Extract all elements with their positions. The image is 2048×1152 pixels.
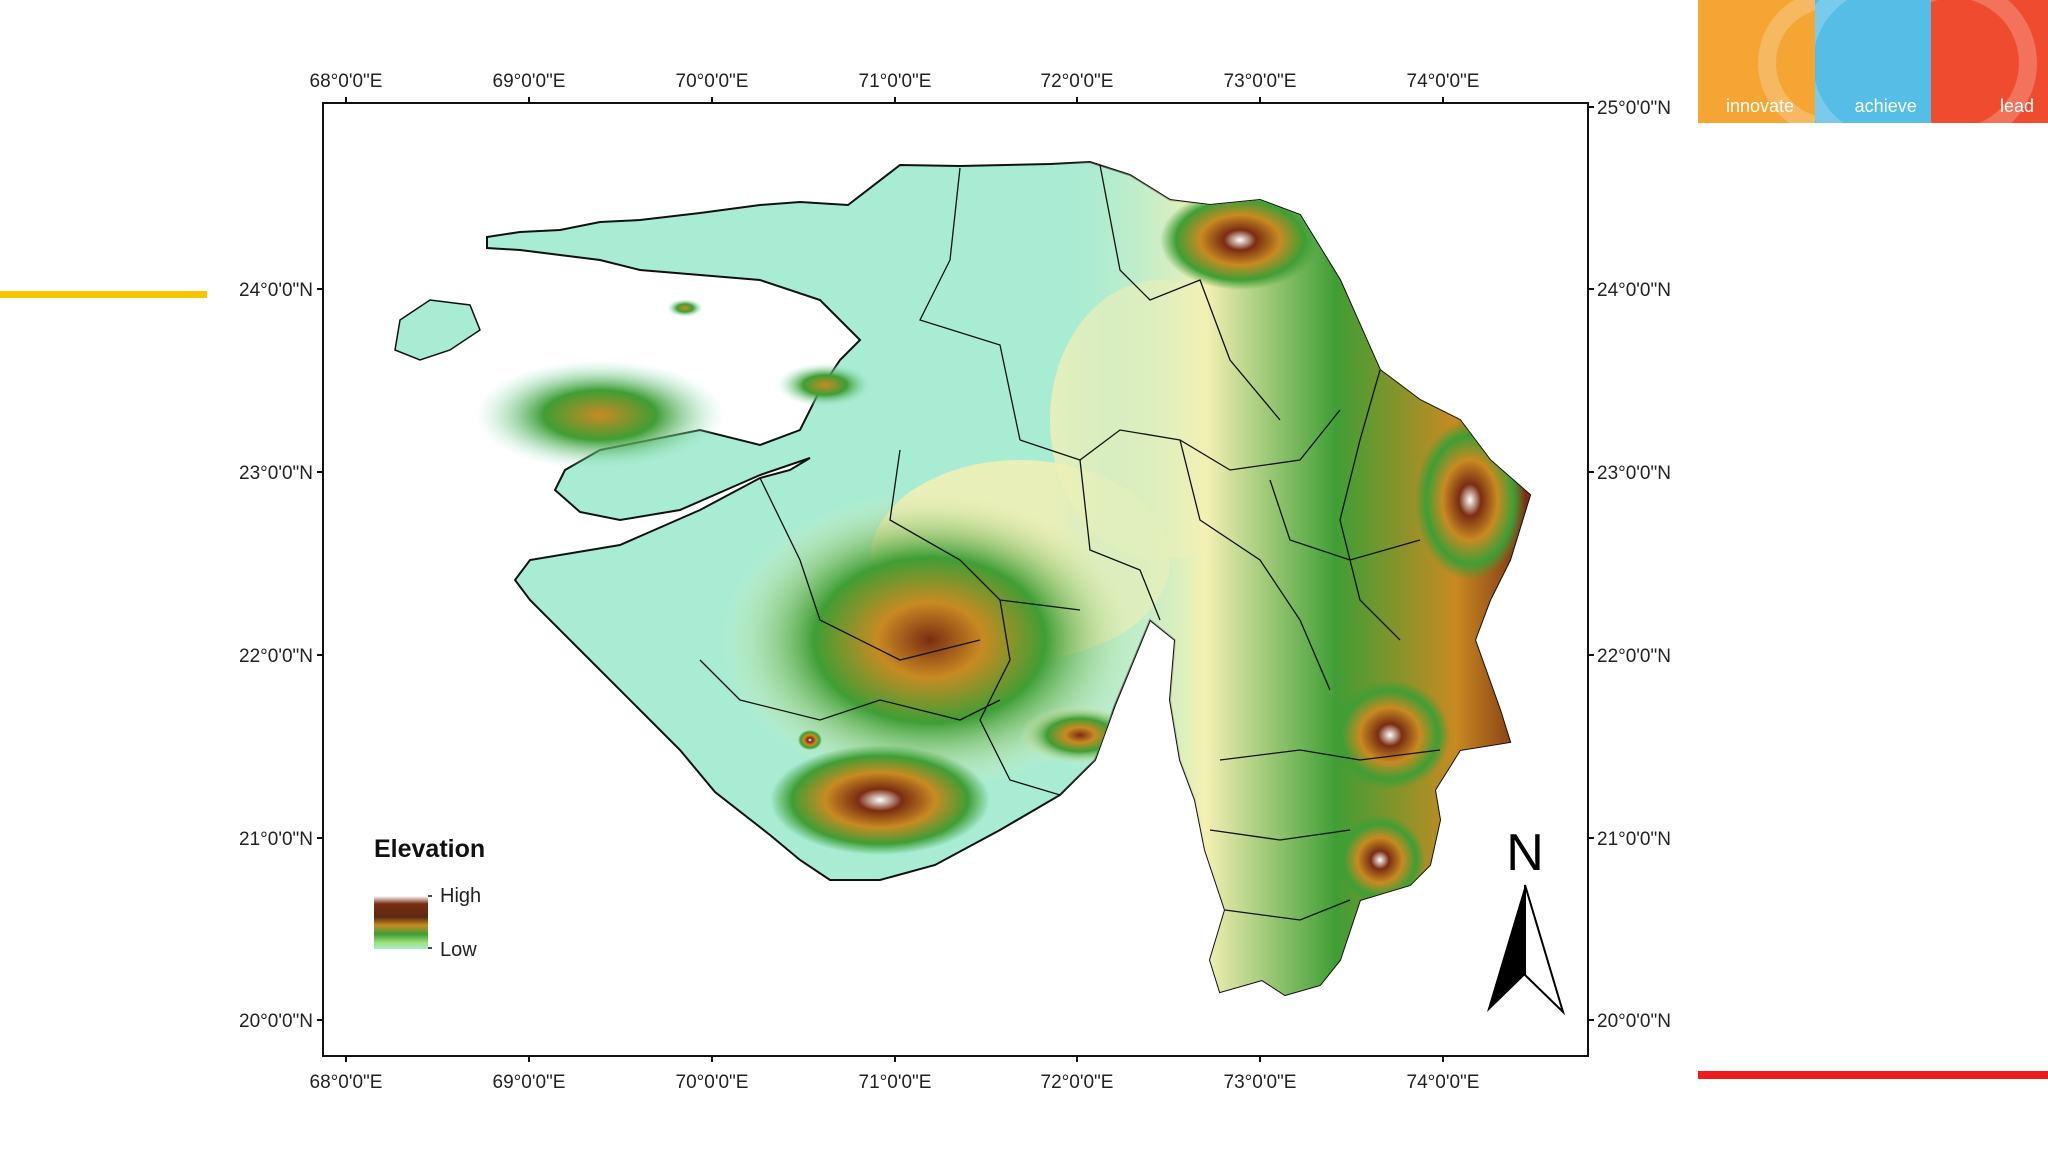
lat-tick-label: 23°0'0"N bbox=[239, 463, 313, 484]
logo-segment-achieve: achieve bbox=[1814, 0, 1932, 123]
logo-text-innovate: innovate bbox=[1726, 96, 1795, 116]
lon-tick-label: 73°0'0"E bbox=[1224, 1072, 1297, 1093]
logo-text-achieve: achieve bbox=[1854, 96, 1917, 116]
lat-tick-label: 25°0'0"N bbox=[1597, 98, 1671, 119]
brand-logo: innovate achieve lead bbox=[1698, 0, 2048, 123]
kutch-island bbox=[777, 363, 873, 407]
lat-tick-label: 23°0'0"N bbox=[1597, 463, 1671, 484]
lon-axis-top: 68°0'0"E 69°0'0"E 70°0'0"E 71°0'0"E 72°0… bbox=[310, 71, 1480, 92]
hill-cluster bbox=[1160, 190, 1320, 290]
north-arrow-label: N bbox=[1506, 824, 1544, 882]
lon-tick-label: 70°0'0"E bbox=[676, 71, 749, 92]
legend-high-label: High bbox=[440, 885, 481, 907]
lon-axis-bottom: 68°0'0"E 69°0'0"E 70°0'0"E 71°0'0"E 72°0… bbox=[310, 1072, 1480, 1093]
saurashtra-uplands bbox=[720, 490, 1140, 790]
logo-text-lead: lead bbox=[1999, 96, 2035, 116]
logo-segment-innovate: innovate bbox=[1698, 0, 1815, 123]
kutch-uplands bbox=[475, 360, 725, 470]
lon-tick-label: 74°0'0"E bbox=[1407, 1072, 1480, 1093]
lat-tick-label: 22°0'0"N bbox=[239, 646, 313, 667]
lon-tick-label: 72°0'0"E bbox=[1041, 71, 1114, 92]
district-boundaries bbox=[699, 164, 1441, 921]
lon-tick-label: 74°0'0"E bbox=[1407, 71, 1480, 92]
lat-tick-label: 22°0'0"N bbox=[1597, 646, 1671, 667]
tick-marks bbox=[317, 97, 1594, 1062]
yellow-accent-line bbox=[0, 291, 207, 298]
hill-cluster bbox=[1330, 680, 1450, 790]
lon-tick-label: 72°0'0"E bbox=[1041, 1072, 1114, 1093]
lat-tick-label: 20°0'0"N bbox=[1597, 1011, 1671, 1032]
red-accent-line bbox=[1698, 1071, 2048, 1079]
lon-tick-label: 68°0'0"E bbox=[310, 1072, 383, 1093]
north-arrow-icon bbox=[1524, 884, 1566, 1016]
legend-title: Elevation bbox=[374, 835, 485, 863]
lat-tick-label: 24°0'0"N bbox=[1597, 280, 1671, 301]
hill-cluster bbox=[798, 730, 822, 750]
legend-color-ramp bbox=[374, 896, 428, 949]
coastal-islands bbox=[394, 299, 481, 361]
legend-low-label: Low bbox=[440, 939, 477, 961]
lon-tick-label: 68°0'0"E bbox=[310, 71, 383, 92]
north-arrow-icon bbox=[1487, 885, 1525, 1012]
lat-axis-left: 24°0'0"N 23°0'0"N 22°0'0"N 21°0'0"N 20°0… bbox=[239, 280, 313, 1032]
lat-tick-label: 20°0'0"N bbox=[239, 1011, 313, 1032]
gir-hills bbox=[770, 745, 990, 855]
lat-axis-right: 25°0'0"N 24°0'0"N 23°0'0"N 22°0'0"N 21°0… bbox=[1597, 98, 1671, 1032]
logo-segment-lead: lead bbox=[1931, 0, 2048, 123]
lon-tick-label: 69°0'0"E bbox=[493, 71, 566, 92]
lat-tick-label: 24°0'0"N bbox=[239, 280, 313, 301]
north-arrow: N bbox=[1487, 824, 1566, 1016]
lat-tick-label: 21°0'0"N bbox=[1597, 829, 1671, 850]
kutch-island bbox=[667, 299, 703, 317]
lon-tick-label: 71°0'0"E bbox=[859, 71, 932, 92]
elevation-legend: Elevation High Low bbox=[374, 835, 485, 961]
lon-tick-label: 70°0'0"E bbox=[676, 1072, 749, 1093]
lon-tick-label: 69°0'0"E bbox=[493, 1072, 566, 1093]
lon-tick-label: 71°0'0"E bbox=[859, 1072, 932, 1093]
lat-tick-label: 21°0'0"N bbox=[239, 829, 313, 850]
hill-cluster bbox=[1335, 815, 1425, 905]
lon-tick-label: 73°0'0"E bbox=[1224, 71, 1297, 92]
